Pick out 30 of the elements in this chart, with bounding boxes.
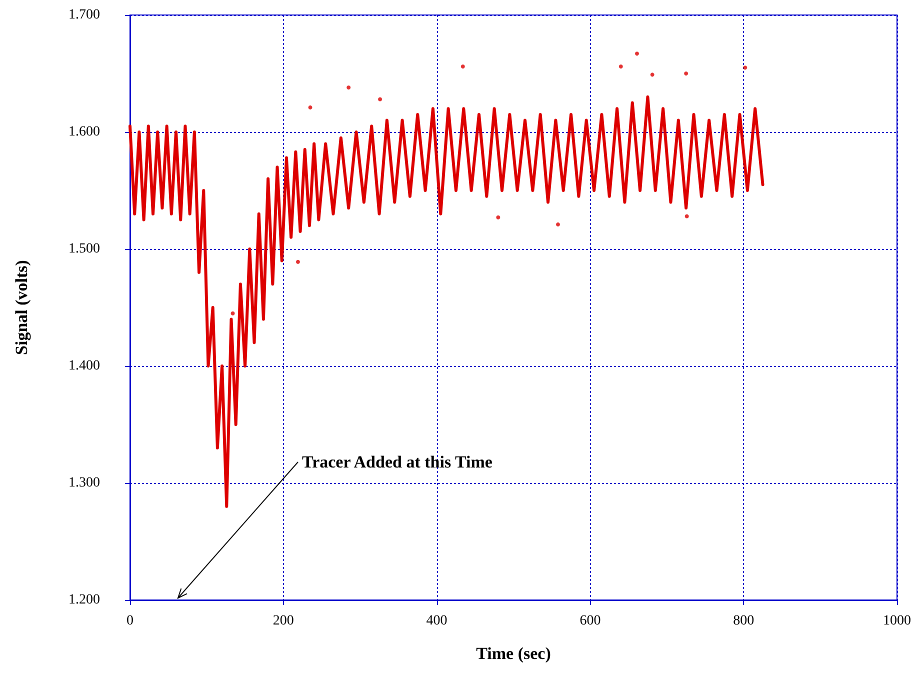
line-series xyxy=(128,95,764,508)
point xyxy=(556,222,560,226)
point xyxy=(230,311,235,316)
x-tick-label: 200 xyxy=(272,614,294,628)
x-axis-title: Time (sec) xyxy=(476,644,551,663)
point xyxy=(618,64,623,68)
point xyxy=(743,66,748,70)
y-tick-label: 1.700 xyxy=(68,8,100,22)
x-tick-label: 800 xyxy=(733,614,754,628)
point xyxy=(634,52,639,56)
point xyxy=(460,64,465,68)
y-tick-label: 1.400 xyxy=(68,358,100,374)
point xyxy=(378,97,382,102)
point xyxy=(308,105,312,110)
x-tick-label: 1000 xyxy=(883,614,911,628)
x-tick-label: 600 xyxy=(580,614,601,628)
point xyxy=(346,86,351,90)
x-tick-label: 400 xyxy=(426,614,448,628)
y-axis-title: Signal (volts) xyxy=(12,260,31,355)
point xyxy=(684,214,689,218)
y-tick-label: 1.600 xyxy=(68,124,100,140)
y-tick-label: 1.200 xyxy=(68,592,100,608)
point xyxy=(296,260,300,264)
annotation: Tracer Added at this Time xyxy=(302,452,493,472)
point xyxy=(496,215,500,220)
x-tick-label: 0 xyxy=(126,614,134,628)
y-tick-label: 1.500 xyxy=(68,242,100,256)
y-tick-label: 1.300 xyxy=(68,476,100,490)
point xyxy=(684,72,688,76)
point xyxy=(650,72,654,77)
